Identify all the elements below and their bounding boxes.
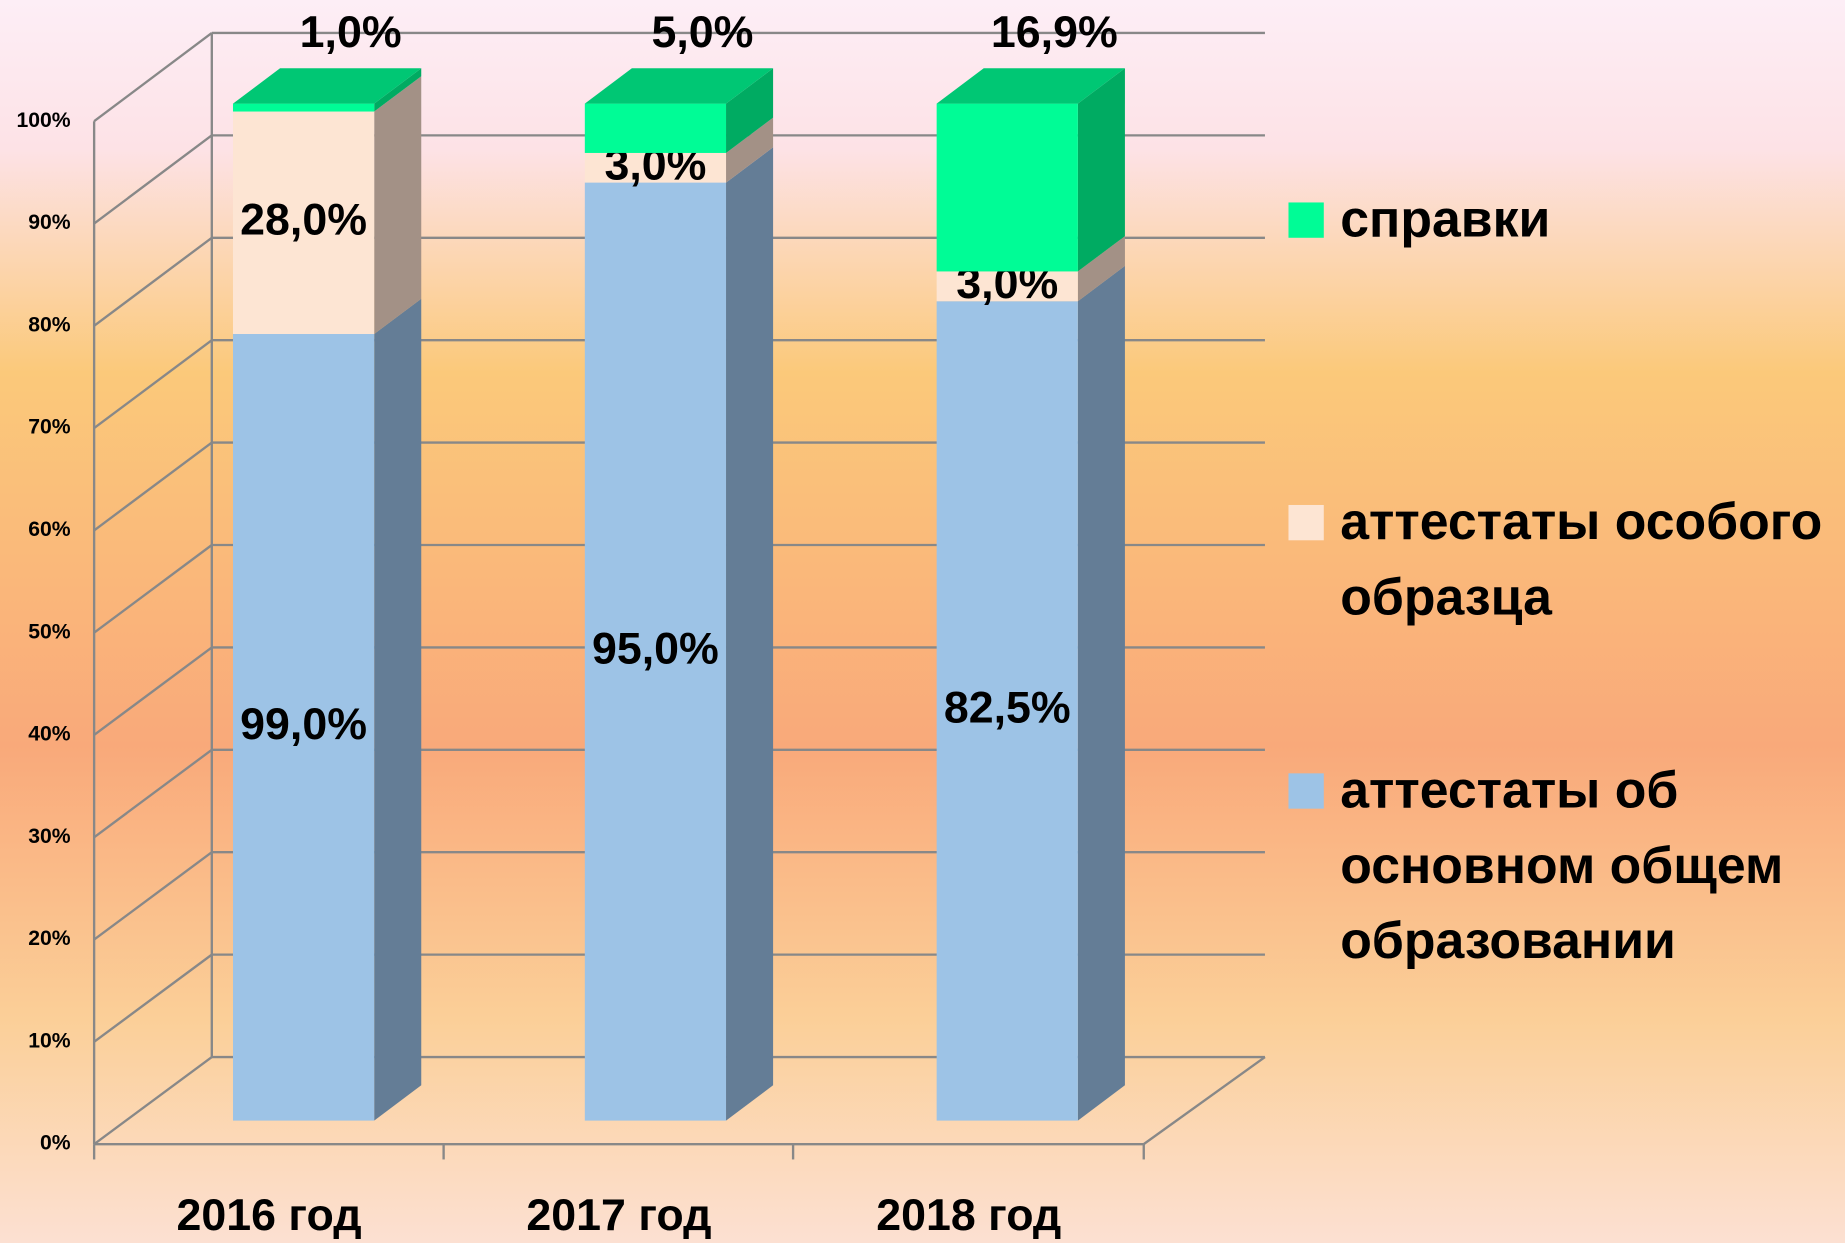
y-tick-label: 40% bbox=[28, 723, 71, 746]
bar-top bbox=[232, 68, 422, 104]
y-tick-label: 0% bbox=[40, 1132, 71, 1155]
legend-swatch bbox=[1288, 504, 1324, 541]
bar-segment bbox=[936, 271, 1078, 302]
y-tick-label: 60% bbox=[28, 518, 71, 541]
legend-item: справки bbox=[1288, 182, 1841, 257]
legend-label: аттестаты об основном общем образовании bbox=[1340, 761, 1784, 970]
legend-item: аттестаты об основном общем образовании bbox=[1288, 753, 1841, 979]
y-tick-label: 50% bbox=[28, 620, 71, 643]
data-label: 1,0% bbox=[300, 8, 402, 57]
grid-line bbox=[93, 1056, 213, 1146]
legend-swatch bbox=[1288, 773, 1324, 809]
legend-swatch bbox=[1288, 202, 1324, 238]
grid-line bbox=[93, 544, 213, 634]
bar-segment bbox=[232, 334, 375, 1121]
legend-label: справки bbox=[1340, 190, 1551, 249]
y-tick-label: 20% bbox=[28, 927, 71, 950]
bar-top bbox=[584, 68, 774, 104]
grid-line bbox=[93, 441, 213, 532]
bar-side bbox=[374, 68, 422, 112]
y-tick-label: 30% bbox=[28, 825, 71, 848]
y-tick-label: 10% bbox=[28, 1029, 71, 1052]
grid-line bbox=[93, 339, 213, 430]
grid-line bbox=[93, 851, 213, 941]
bar-side bbox=[726, 68, 774, 153]
data-label: 95,0% bbox=[592, 624, 719, 673]
y-tick-label: 100% bbox=[16, 109, 70, 132]
data-label: 82,5% bbox=[944, 684, 1071, 733]
x-tick-label: 2018 год bbox=[876, 1191, 1061, 1240]
bar-segment bbox=[936, 103, 1078, 272]
grid-line bbox=[93, 134, 213, 225]
data-label: 99,0% bbox=[240, 700, 367, 749]
bar-side bbox=[726, 147, 774, 1121]
y-tick-label: 70% bbox=[28, 416, 71, 439]
bar-segment bbox=[936, 301, 1078, 1121]
y-tick-label: 80% bbox=[28, 313, 71, 336]
bar-segment bbox=[584, 182, 727, 1121]
legend-label: аттестаты особого образца bbox=[1340, 493, 1823, 627]
grid-line bbox=[93, 32, 213, 123]
bar-side bbox=[1077, 236, 1125, 302]
bar-side bbox=[726, 117, 774, 183]
y-tick-label: 90% bbox=[28, 211, 71, 234]
grid-line bbox=[93, 236, 213, 327]
legend-item: аттестаты особого образца bbox=[1288, 485, 1841, 636]
bar-top bbox=[936, 68, 1125, 104]
bar-side bbox=[1077, 68, 1125, 272]
bar-segment bbox=[232, 103, 375, 112]
x-tick-label: 2016 год bbox=[177, 1191, 362, 1240]
data-label: 5,0% bbox=[652, 8, 754, 57]
data-label: 16,9% bbox=[991, 8, 1118, 57]
grid-line bbox=[93, 646, 213, 736]
x-tick-label: 2017 год bbox=[526, 1191, 711, 1240]
bar-segment bbox=[584, 152, 727, 183]
data-label: 28,0% bbox=[240, 196, 367, 245]
bar-side bbox=[1077, 265, 1125, 1121]
grid-line bbox=[93, 953, 213, 1043]
bar-segment bbox=[584, 103, 727, 153]
bar-side bbox=[374, 298, 422, 1121]
bar-segment bbox=[232, 111, 375, 335]
grid-line bbox=[93, 748, 213, 839]
bar-side bbox=[374, 76, 422, 335]
